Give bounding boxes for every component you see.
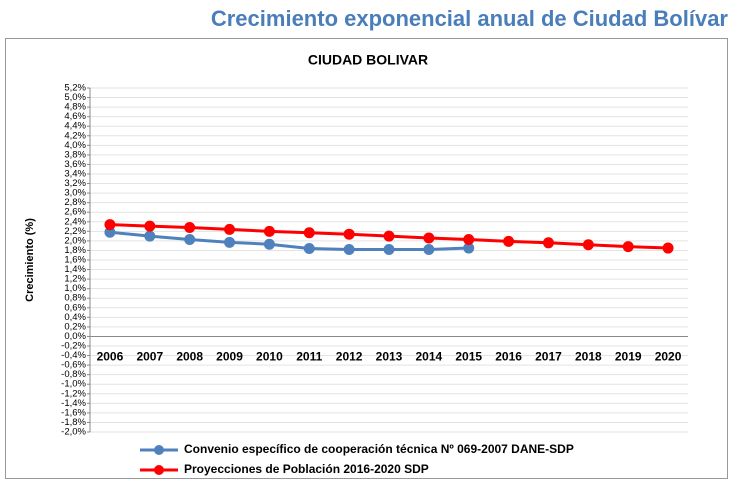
y-tick-label: -1,0% bbox=[61, 379, 86, 390]
chart-title: CIUDAD BOLIVAR bbox=[308, 52, 428, 68]
y-tick-label: -1,2% bbox=[61, 388, 86, 399]
x-tick-label: 2010 bbox=[256, 350, 283, 364]
legend-label: Proyecciones de Población 2016-2020 SDP bbox=[184, 462, 429, 476]
y-tick-label: 1,4% bbox=[64, 264, 86, 275]
point bbox=[662, 242, 674, 254]
y-axis-label: Crecimiento (%) bbox=[24, 218, 36, 302]
point bbox=[542, 237, 554, 249]
x-tick-label: 2008 bbox=[176, 350, 203, 364]
point bbox=[144, 230, 156, 242]
x-tick-label: 2006 bbox=[97, 350, 124, 364]
x-tick-label: 2015 bbox=[455, 350, 482, 364]
y-tick-label: 2,8% bbox=[64, 197, 86, 208]
point bbox=[463, 242, 475, 254]
y-tick-label: 3,6% bbox=[64, 159, 86, 170]
legend-marker bbox=[154, 465, 164, 475]
x-tick-label: 2019 bbox=[615, 350, 642, 364]
y-tick-label: -0,2% bbox=[61, 341, 86, 352]
y-tick-label: -1,6% bbox=[61, 407, 86, 418]
point bbox=[224, 223, 236, 235]
point bbox=[343, 243, 355, 255]
y-tick-label: 1,8% bbox=[64, 245, 86, 256]
y-tick-label: 3,2% bbox=[64, 178, 86, 189]
point bbox=[622, 241, 634, 253]
x-tick-label: 2016 bbox=[495, 350, 522, 364]
y-tick-label: -0,8% bbox=[61, 369, 86, 380]
y-tick-label: 4,2% bbox=[64, 130, 86, 141]
y-tick-label: 4,0% bbox=[64, 140, 86, 151]
point bbox=[104, 219, 116, 231]
y-tick-label: 2,4% bbox=[64, 216, 86, 227]
y-tick-label: 3,4% bbox=[64, 169, 86, 180]
y-tick-label: 4,4% bbox=[64, 121, 86, 132]
legend-label: Convenio específico de cooperación técni… bbox=[184, 442, 574, 456]
y-tick-label: -2,0% bbox=[61, 427, 86, 438]
y-tick-label: 3,0% bbox=[64, 188, 86, 199]
point bbox=[224, 236, 236, 248]
y-tick-label: 1,0% bbox=[64, 283, 86, 294]
y-tick-label: 1,6% bbox=[64, 255, 86, 266]
y-tick-label: 0,0% bbox=[64, 331, 86, 342]
x-tick-label: 2014 bbox=[416, 350, 443, 364]
point bbox=[303, 243, 315, 255]
point bbox=[263, 238, 275, 250]
x-tick-label: 2007 bbox=[136, 350, 163, 364]
y-tick-label: -1,8% bbox=[61, 417, 86, 428]
point bbox=[582, 239, 594, 251]
x-tick-label: 2018 bbox=[575, 350, 602, 364]
y-tick-label: 0,4% bbox=[64, 312, 86, 323]
point bbox=[383, 243, 395, 255]
x-tick-label: 2020 bbox=[655, 350, 682, 364]
y-tick-label: 2,6% bbox=[64, 207, 86, 218]
y-tick-label: -1,4% bbox=[61, 398, 86, 409]
y-tick-label: 5,0% bbox=[64, 92, 86, 103]
point bbox=[463, 233, 475, 245]
point bbox=[104, 226, 116, 238]
y-tick-label: 0,8% bbox=[64, 293, 86, 304]
y-tick-label: 0,6% bbox=[64, 302, 86, 313]
point bbox=[144, 220, 156, 232]
x-tick-label: 2017 bbox=[535, 350, 562, 364]
series-line bbox=[109, 230, 469, 251]
y-tick-label: -0,4% bbox=[61, 350, 86, 361]
point bbox=[423, 243, 435, 255]
point bbox=[184, 222, 196, 234]
y-tick-label: 2,0% bbox=[64, 235, 86, 246]
y-tick-label: 5,2% bbox=[64, 83, 86, 94]
y-tick-label: 3,8% bbox=[64, 149, 86, 160]
y-tick-label: -0,6% bbox=[61, 360, 86, 371]
x-tick-label: 2013 bbox=[376, 350, 403, 364]
point bbox=[184, 233, 196, 245]
point bbox=[423, 232, 435, 244]
y-tick-label: 4,6% bbox=[64, 111, 86, 122]
point bbox=[263, 225, 275, 237]
page-title: Crecimiento exponencial anual de Ciudad … bbox=[211, 6, 729, 31]
legend-marker bbox=[154, 445, 164, 455]
x-tick-label: 2011 bbox=[296, 350, 322, 364]
y-tick-label: 4,8% bbox=[64, 102, 86, 113]
y-tick-label: 0,2% bbox=[64, 321, 86, 332]
point bbox=[303, 227, 315, 239]
point bbox=[503, 235, 515, 247]
x-tick-label: 2012 bbox=[336, 350, 363, 364]
point bbox=[383, 230, 395, 242]
y-tick-label: 2,2% bbox=[64, 226, 86, 237]
chart-frame bbox=[5, 38, 728, 479]
x-tick-label: 2009 bbox=[216, 350, 243, 364]
point bbox=[343, 228, 355, 240]
y-tick-label: 1,2% bbox=[64, 274, 86, 285]
